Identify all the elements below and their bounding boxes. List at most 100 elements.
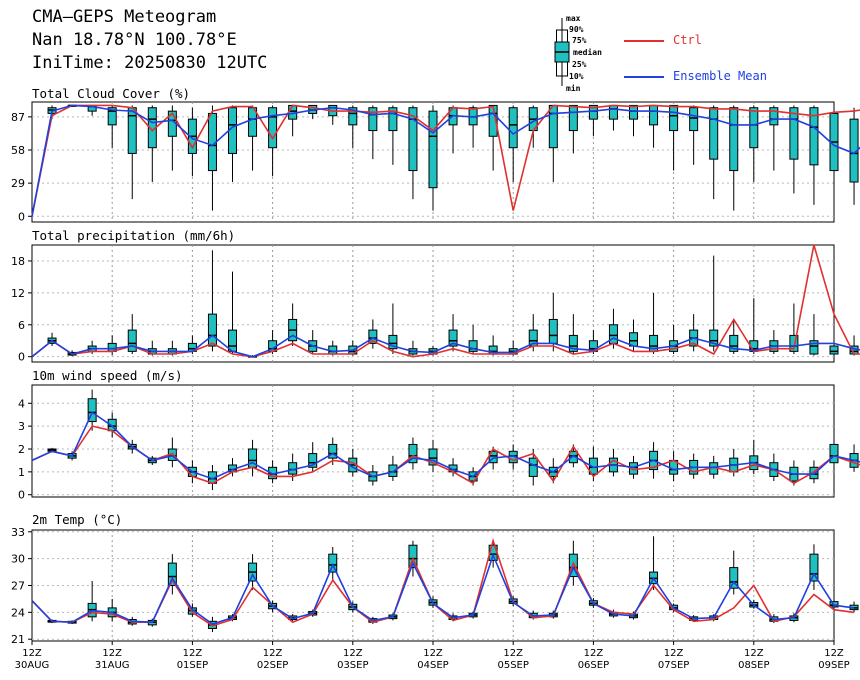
legend-min-label: min [566,84,581,93]
legend-ensemble-mean-label: Ensemble Mean [673,69,767,83]
box-iqr [388,334,398,350]
y-tick-label: 58 [11,144,25,157]
box-iqr [207,313,217,347]
y-tick-label: 1 [18,466,25,479]
y-tick-label: 4 [18,397,25,410]
location-label: Nan 18.78°N 100.78°E [32,30,237,50]
box-iqr [428,448,438,466]
y-tick-label: 29 [11,177,25,190]
box-iqr [127,107,137,154]
x-tick-hour-label: 12Z [664,648,684,659]
legend-ensemble-mean-line [624,76,664,78]
box-iqr [769,107,779,126]
x-tick-hour-label: 12Z [824,648,844,659]
y-tick-label: 27 [11,580,25,593]
box-iqr [388,107,398,132]
x-tick-date-label: 02SEP [257,660,288,671]
x-tick-hour-label: 12Z [102,648,122,659]
legend-max-label: max [566,14,581,23]
box-iqr [528,457,538,477]
box-iqr [448,329,458,347]
box-iqr [809,340,819,355]
y-tick-label: 6 [18,319,25,332]
box-iqr [167,562,177,587]
y-tick-label: 33 [11,526,25,539]
box-iqr [709,329,719,347]
y-tick-label: 24 [11,606,25,619]
ctrl-line [31,425,860,485]
init-time-label: IniTime: 20250830 12UTC [32,53,268,73]
x-tick-hour-label: 12Z [183,648,203,659]
box-iqr [268,107,278,149]
y-tick-label: 87 [11,111,25,124]
box-iqr [629,104,638,120]
y-tick-label: 0 [18,489,25,502]
x-tick-hour-label: 12Z [22,648,42,659]
legend-p90-label: 90% [569,25,584,34]
box-iqr [789,107,799,160]
box-iqr [408,443,418,464]
box-iqr [709,107,719,160]
box-iqr [689,107,699,132]
y-tick-label: 12 [11,287,25,300]
x-tick-date-label: 08SEP [738,660,769,671]
x-tick-hour-label: 12Z [744,648,764,659]
legend-p75-label: 75% [572,36,587,45]
box-iqr [388,464,398,477]
box-iqr [308,453,318,468]
x-tick-hour-label: 12Z [584,648,604,659]
x-tick-hour-label: 12Z [263,648,283,659]
legend-median-label: median [573,48,602,57]
box-iqr [368,329,378,344]
box-iqr [368,107,378,132]
box-iqr [328,443,338,459]
x-tick-hour-label: 12Z [343,648,363,659]
box-iqr [548,318,558,344]
panel-precipitation-label: Total precipitation (mm/6h) [32,228,236,243]
box-iqr [408,107,418,172]
box-iqr [348,107,358,126]
box-iqr [107,107,117,126]
ctrl-line [31,244,860,358]
x-tick-hour-label: 12Z [503,648,523,659]
y-tick-label: 30 [11,553,25,566]
ensemble-mean-line [31,411,860,480]
x-tick-date-label: 09SEP [818,660,849,671]
box-iqr [87,398,97,423]
box-iqr [809,107,819,166]
box-iqr [488,104,498,137]
legend-p10-label: 10% [569,72,584,81]
box-iqr [568,450,578,464]
x-tick-date-label: 04SEP [417,660,448,671]
box-iqr [468,340,478,352]
box-iqr [649,104,659,126]
y-tick-label: 2 [18,443,25,456]
box-iqr [729,334,739,352]
ensemble-mean-line [31,552,855,625]
box-iqr [588,104,598,120]
panel-cloud-cover-label: Total Cloud Cover (%) [32,86,191,101]
box-iqr [408,544,418,569]
title-block: CMA—GEPS Meteogram Nan 18.78°N 100.78°E … [32,6,267,75]
y-tick-label: 21 [11,633,25,646]
box-iqr [749,107,759,149]
box-iqr [829,345,839,355]
x-tick-date-label: 01SEP [177,660,208,671]
box-iqr [428,110,438,189]
x-tick-date-label: 30AUG [15,660,50,671]
panel-temp-label: 2m Temp (°C) [32,512,123,527]
panel-wind-label: 10m wind speed (m/s) [32,368,183,383]
box-iqr [608,104,618,120]
x-tick-date-label: 03SEP [337,660,368,671]
ctrl-line [31,104,860,217]
chart-title: CMA—GEPS Meteogram [32,7,217,27]
legend-p25-label: 25% [572,60,587,69]
ensemble-mean-line [31,334,860,358]
ensemble-mean-line [31,104,860,217]
box-iqr [568,334,578,352]
box-iqr [127,329,137,352]
y-tick-label: 0 [18,351,25,364]
x-tick-date-label: 31AUG [95,660,130,671]
box-iqr [789,334,799,352]
